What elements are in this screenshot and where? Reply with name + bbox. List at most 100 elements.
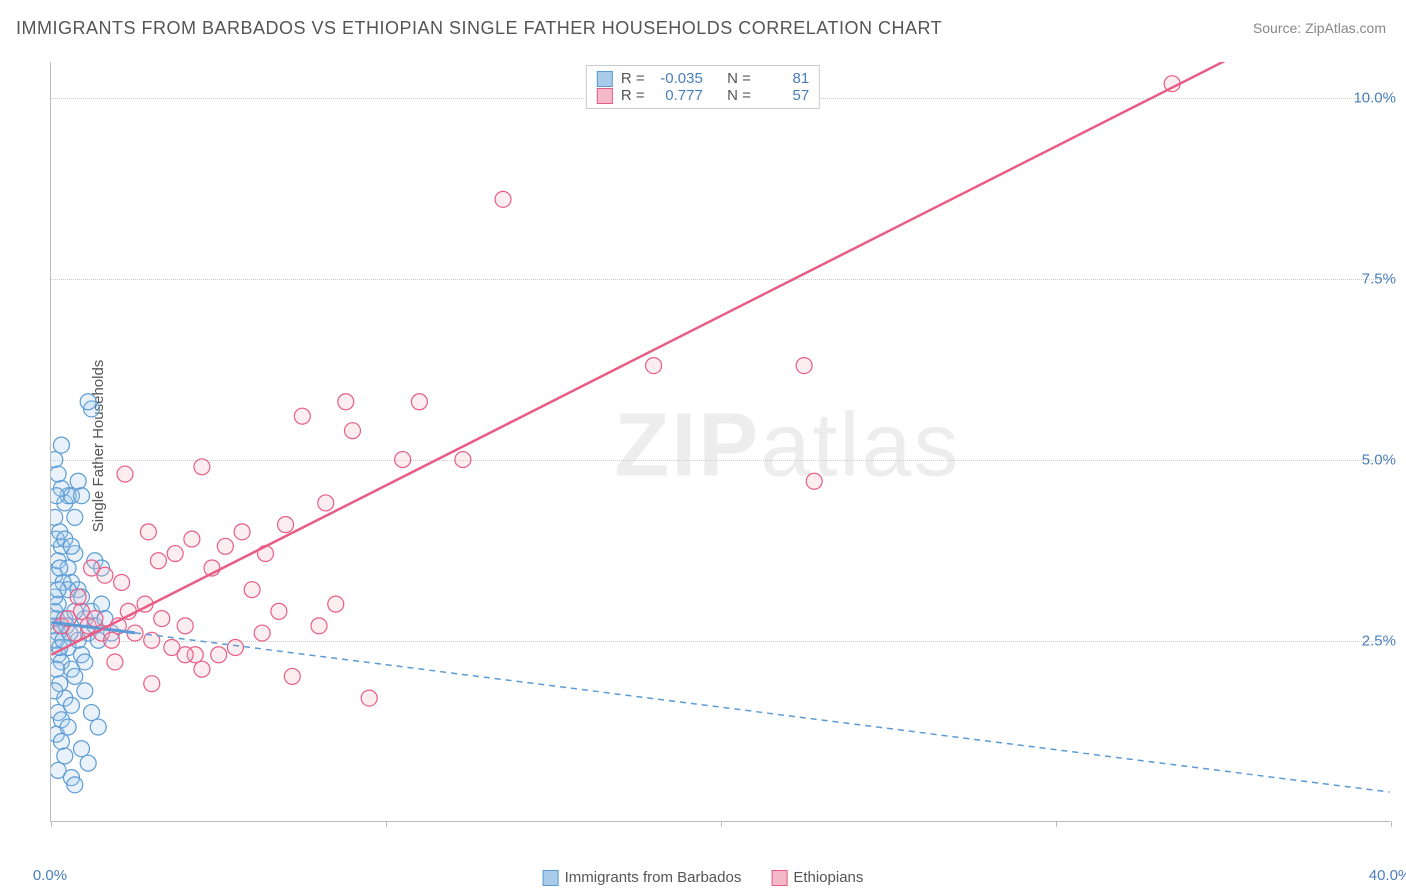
data-point [90,719,106,735]
data-point [338,394,354,410]
source-attribution: Source: ZipAtlas.com [1253,20,1386,36]
data-point [67,777,83,793]
data-point [227,640,243,656]
x-tick-label: 0.0% [33,867,67,884]
chart-svg [51,62,1390,821]
data-point [167,546,183,562]
x-tick [51,821,52,827]
n-value-ethiopians: 57 [761,87,809,104]
data-point [311,618,327,634]
correlation-legend: R = -0.035 N = 81 R = 0.777 N = 57 [586,65,820,109]
data-point [211,647,227,663]
data-point [284,668,300,684]
data-point [117,466,133,482]
legend-swatch-barbados [543,870,559,886]
data-point [84,705,100,721]
data-point [53,437,69,453]
data-point [278,517,294,533]
legend-swatch-barbados [597,71,613,87]
data-point [455,452,471,468]
legend-swatch-ethiopians [771,870,787,886]
data-point [80,755,96,771]
data-point [77,683,93,699]
data-point [97,567,113,583]
data-point [51,582,66,598]
data-point [63,697,79,713]
regression-line-dashed [135,633,1390,792]
r-label: R = [621,87,647,104]
data-point [254,625,270,641]
data-point [217,538,233,554]
data-point [67,668,83,684]
data-point [74,741,90,757]
plot-area [50,62,1390,822]
data-point [244,582,260,598]
data-point [104,632,120,648]
data-point [271,603,287,619]
data-point [796,358,812,374]
data-point [80,394,96,410]
data-point [806,473,822,489]
legend-item-ethiopians: Ethiopians [771,869,863,886]
r-label: R = [621,70,647,87]
data-point [154,611,170,627]
data-point [94,596,110,612]
x-tick [386,821,387,827]
data-point [344,423,360,439]
data-point [177,618,193,634]
data-point [63,538,79,554]
n-label: N = [727,70,753,87]
data-point [177,647,193,663]
data-point [51,452,63,468]
data-point [646,358,662,374]
data-point [52,560,68,576]
r-value-ethiopians: 0.777 [655,87,703,104]
data-point [411,394,427,410]
data-point [57,748,73,764]
legend-row-ethiopians: R = 0.777 N = 57 [597,87,809,104]
data-point [395,452,411,468]
legend-item-barbados: Immigrants from Barbados [543,869,742,886]
x-tick-label: 40.0% [1369,867,1406,884]
data-point [77,654,93,670]
data-point [51,466,66,482]
data-point [318,495,334,511]
data-point [60,719,76,735]
data-point [361,690,377,706]
data-point [144,676,160,692]
data-point [328,596,344,612]
legend-swatch-ethiopians [597,88,613,104]
data-point [114,574,130,590]
data-point [150,553,166,569]
data-point [51,509,63,525]
legend-label: Immigrants from Barbados [565,869,742,886]
n-label: N = [727,87,753,104]
data-point [194,459,210,475]
data-point [234,524,250,540]
data-point [53,733,69,749]
data-point [70,589,86,605]
data-point [51,683,63,699]
data-point [294,408,310,424]
regression-line [51,62,1322,655]
r-value-barbados: -0.035 [655,70,703,87]
legend-label: Ethiopians [793,869,863,886]
data-point [140,524,156,540]
data-point [67,509,83,525]
data-point [74,488,90,504]
x-tick [721,821,722,827]
data-point [70,473,86,489]
data-point [194,661,210,677]
data-point [184,531,200,547]
chart-title: IMMIGRANTS FROM BARBADOS VS ETHIOPIAN SI… [16,18,942,39]
data-point [495,191,511,207]
legend-row-barbados: R = -0.035 N = 81 [597,70,809,87]
n-value-barbados: 81 [761,70,809,87]
data-point [107,654,123,670]
data-point [87,611,103,627]
x-tick [1056,821,1057,827]
x-axis-legend: Immigrants from Barbados Ethiopians [543,869,864,886]
x-tick [1391,821,1392,827]
data-point [51,488,64,504]
data-point [51,661,64,677]
